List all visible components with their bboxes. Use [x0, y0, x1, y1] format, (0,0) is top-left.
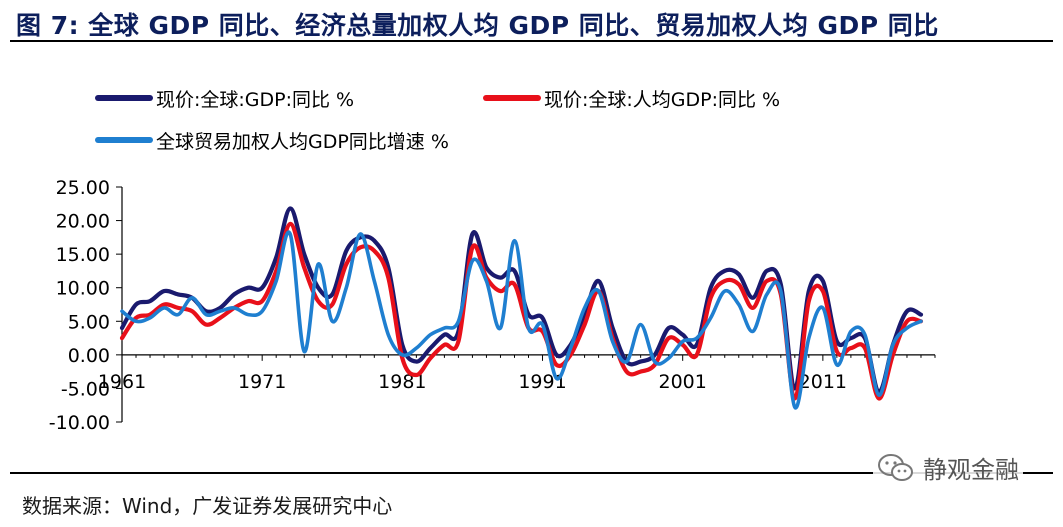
x-tick-label: 1971	[238, 371, 286, 393]
legend-label-gdp: 现价:全球:GDP:同比 %	[156, 89, 354, 111]
series-line-trade-weighted	[120, 230, 923, 410]
legend-label-gdp-per-capita: 现价:全球:人均GDP:同比 %	[544, 89, 780, 111]
watermark-text: 静观金融	[923, 456, 1019, 484]
x-tick-label: 2011	[799, 371, 847, 393]
line-chart: 现价:全球:GDP:同比 % 现价:全球:人均GDP:同比 % 全球贸易加权人均…	[49, 89, 936, 434]
y-tick-label: 5.00	[68, 311, 110, 333]
y-tick-label: 20.00	[56, 211, 110, 233]
y-axis: 25.00 20.00 15.00 10.00 5.00 0.00 -5.00 -10.00	[49, 177, 123, 434]
x-tick-label: 2001	[659, 371, 707, 393]
y-tick-label: -10.00	[49, 412, 110, 434]
y-tick-label: 25.00	[56, 177, 110, 199]
x-tick-label: 1961	[98, 371, 146, 393]
y-tick-label: 0.00	[68, 345, 110, 367]
legend: 现价:全球:GDP:同比 % 现价:全球:人均GDP:同比 % 全球贸易加权人均…	[95, 89, 780, 153]
wechat-icon	[878, 453, 913, 481]
bottom-rule	[10, 472, 1053, 474]
y-tick-label: -5.00	[61, 378, 110, 400]
watermark: 静观金融	[873, 448, 1023, 487]
x-tick-label: 1991	[518, 371, 566, 393]
x-axis: 1961 1971 1981 1991 2001 2011	[98, 354, 936, 393]
series-lines	[119, 206, 924, 410]
source-note: 数据来源：Wind，广发证券发展研究中心	[22, 494, 393, 518]
figure-title: 图 7: 全球 GDP 同比、经济总量加权人均 GDP 同比、贸易加权人均 GD…	[16, 11, 939, 40]
legend-label-trade-weighted: 全球贸易加权人均GDP同比增速 %	[156, 131, 449, 153]
y-tick-label: 10.00	[56, 278, 110, 300]
y-tick-label: 15.00	[56, 244, 110, 266]
title-bar: 图 7: 全球 GDP 同比、经济总量加权人均 GDP 同比、贸易加权人均 GD…	[10, 2, 1053, 42]
